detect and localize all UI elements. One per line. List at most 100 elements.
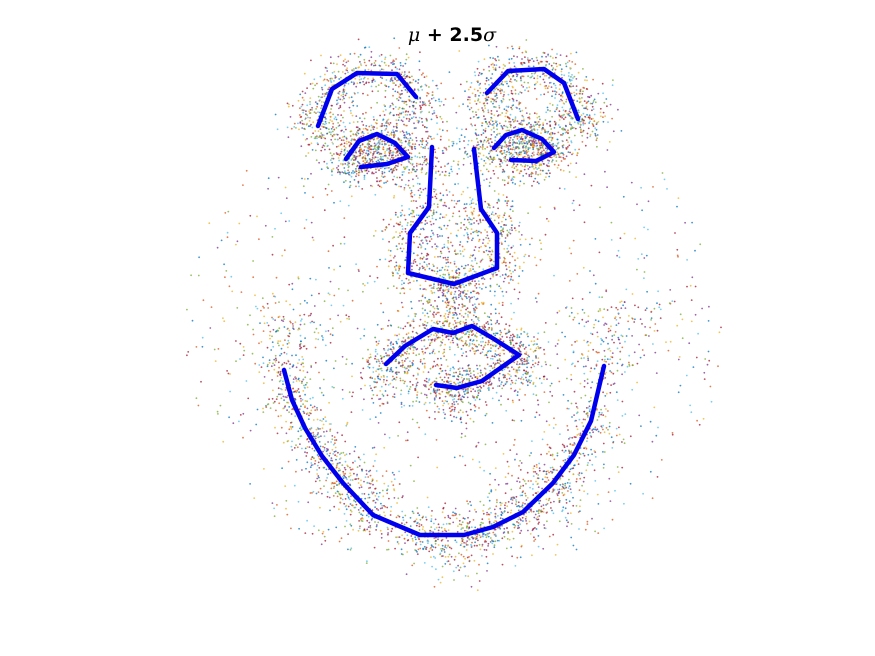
scatter-point	[558, 110, 561, 113]
scatter-point	[353, 138, 356, 141]
scatter-point	[438, 128, 441, 131]
scatter-point	[374, 193, 377, 196]
scatter-point	[586, 132, 589, 135]
scatter-point	[479, 169, 482, 172]
scatter-point	[304, 387, 306, 389]
scatter-point	[398, 242, 400, 245]
scatter-point	[530, 136, 533, 139]
scatter-point	[365, 152, 367, 155]
scatter-point	[535, 121, 538, 123]
scatter-point	[456, 531, 459, 533]
scatter-point	[475, 229, 478, 232]
scatter-point	[499, 165, 501, 168]
scatter-point	[568, 478, 570, 481]
scatter-point	[537, 512, 540, 515]
scatter-point	[522, 150, 524, 152]
scatter-point	[521, 119, 523, 122]
scatter-point	[537, 151, 540, 154]
scatter-point	[536, 128, 539, 131]
scatter-point	[497, 222, 500, 225]
scatter-point	[322, 445, 324, 448]
scatter-point	[274, 354, 277, 357]
scatter-point	[392, 375, 394, 378]
scatter-point	[272, 362, 274, 365]
scatter-point	[560, 68, 563, 71]
scatter-point	[377, 90, 379, 93]
scatter-point	[488, 158, 491, 161]
scatter-point	[455, 142, 458, 145]
scatter-point	[312, 396, 314, 399]
scatter-point	[387, 532, 389, 534]
scatter-point	[557, 164, 560, 167]
scatter-point	[508, 129, 511, 132]
scatter-point	[504, 261, 507, 264]
scatter-point	[552, 427, 555, 429]
scatter-point	[343, 513, 346, 515]
scatter-point	[295, 444, 297, 446]
scatter-point	[501, 512, 504, 514]
scatter-point	[567, 113, 570, 116]
scatter-point	[307, 418, 310, 420]
scatter-point	[486, 231, 488, 233]
scatter-point	[473, 322, 475, 325]
scatter-point	[266, 363, 269, 366]
scatter-point	[505, 80, 508, 83]
scatter-point	[386, 375, 388, 378]
scatter-point	[425, 239, 427, 241]
scatter-point	[549, 102, 551, 105]
scatter-point	[288, 406, 291, 408]
scatter-point	[524, 494, 527, 497]
scatter-point	[334, 77, 337, 79]
scatter-point	[262, 382, 265, 385]
scatter-point	[467, 237, 470, 240]
scatter-point	[441, 530, 444, 533]
scatter-point	[628, 365, 631, 367]
scatter-point	[379, 155, 382, 158]
scatter-point	[458, 148, 461, 150]
scatter-point	[326, 78, 329, 81]
scatter-point	[602, 442, 605, 445]
scatter-point	[344, 147, 347, 149]
scatter-point	[398, 269, 400, 272]
scatter-point	[296, 389, 299, 392]
scatter-point	[467, 502, 470, 505]
scatter-point	[521, 516, 524, 519]
scatter-point	[324, 84, 327, 87]
scatter-point	[579, 499, 582, 501]
scatter-point	[552, 488, 555, 491]
scatter-point	[343, 474, 345, 477]
scatter-point	[510, 498, 512, 501]
scatter-point	[570, 124, 573, 126]
scatter-point	[298, 359, 301, 361]
scatter-point	[485, 286, 487, 289]
scatter-point	[579, 434, 582, 436]
scatter-point	[528, 86, 531, 89]
scatter-point	[346, 478, 348, 481]
scatter-point	[391, 154, 393, 157]
scatter-point	[477, 155, 480, 158]
scatter-point	[500, 100, 503, 102]
scatter-point	[295, 391, 298, 394]
scatter-point	[430, 333, 433, 336]
scatter-point	[518, 516, 521, 519]
scatter-point	[586, 440, 588, 443]
scatter-point	[520, 91, 523, 94]
scatter-point	[389, 54, 392, 57]
scatter-point	[485, 136, 487, 139]
scatter-point	[539, 123, 542, 126]
scatter-point	[561, 116, 563, 119]
scatter-point	[497, 216, 500, 219]
scatter-point	[310, 427, 313, 430]
scatter-point	[582, 365, 585, 368]
scatter-point	[618, 433, 621, 436]
scatter-point	[615, 427, 618, 430]
scatter-point	[396, 272, 399, 274]
scatter-point	[390, 156, 393, 159]
scatter-point	[610, 436, 613, 439]
scatter-point	[276, 395, 279, 398]
scatter-point	[320, 101, 323, 103]
scatter-point	[426, 321, 429, 324]
scatter-point	[478, 325, 481, 328]
scatter-point	[387, 384, 390, 386]
scatter-point	[489, 318, 492, 321]
